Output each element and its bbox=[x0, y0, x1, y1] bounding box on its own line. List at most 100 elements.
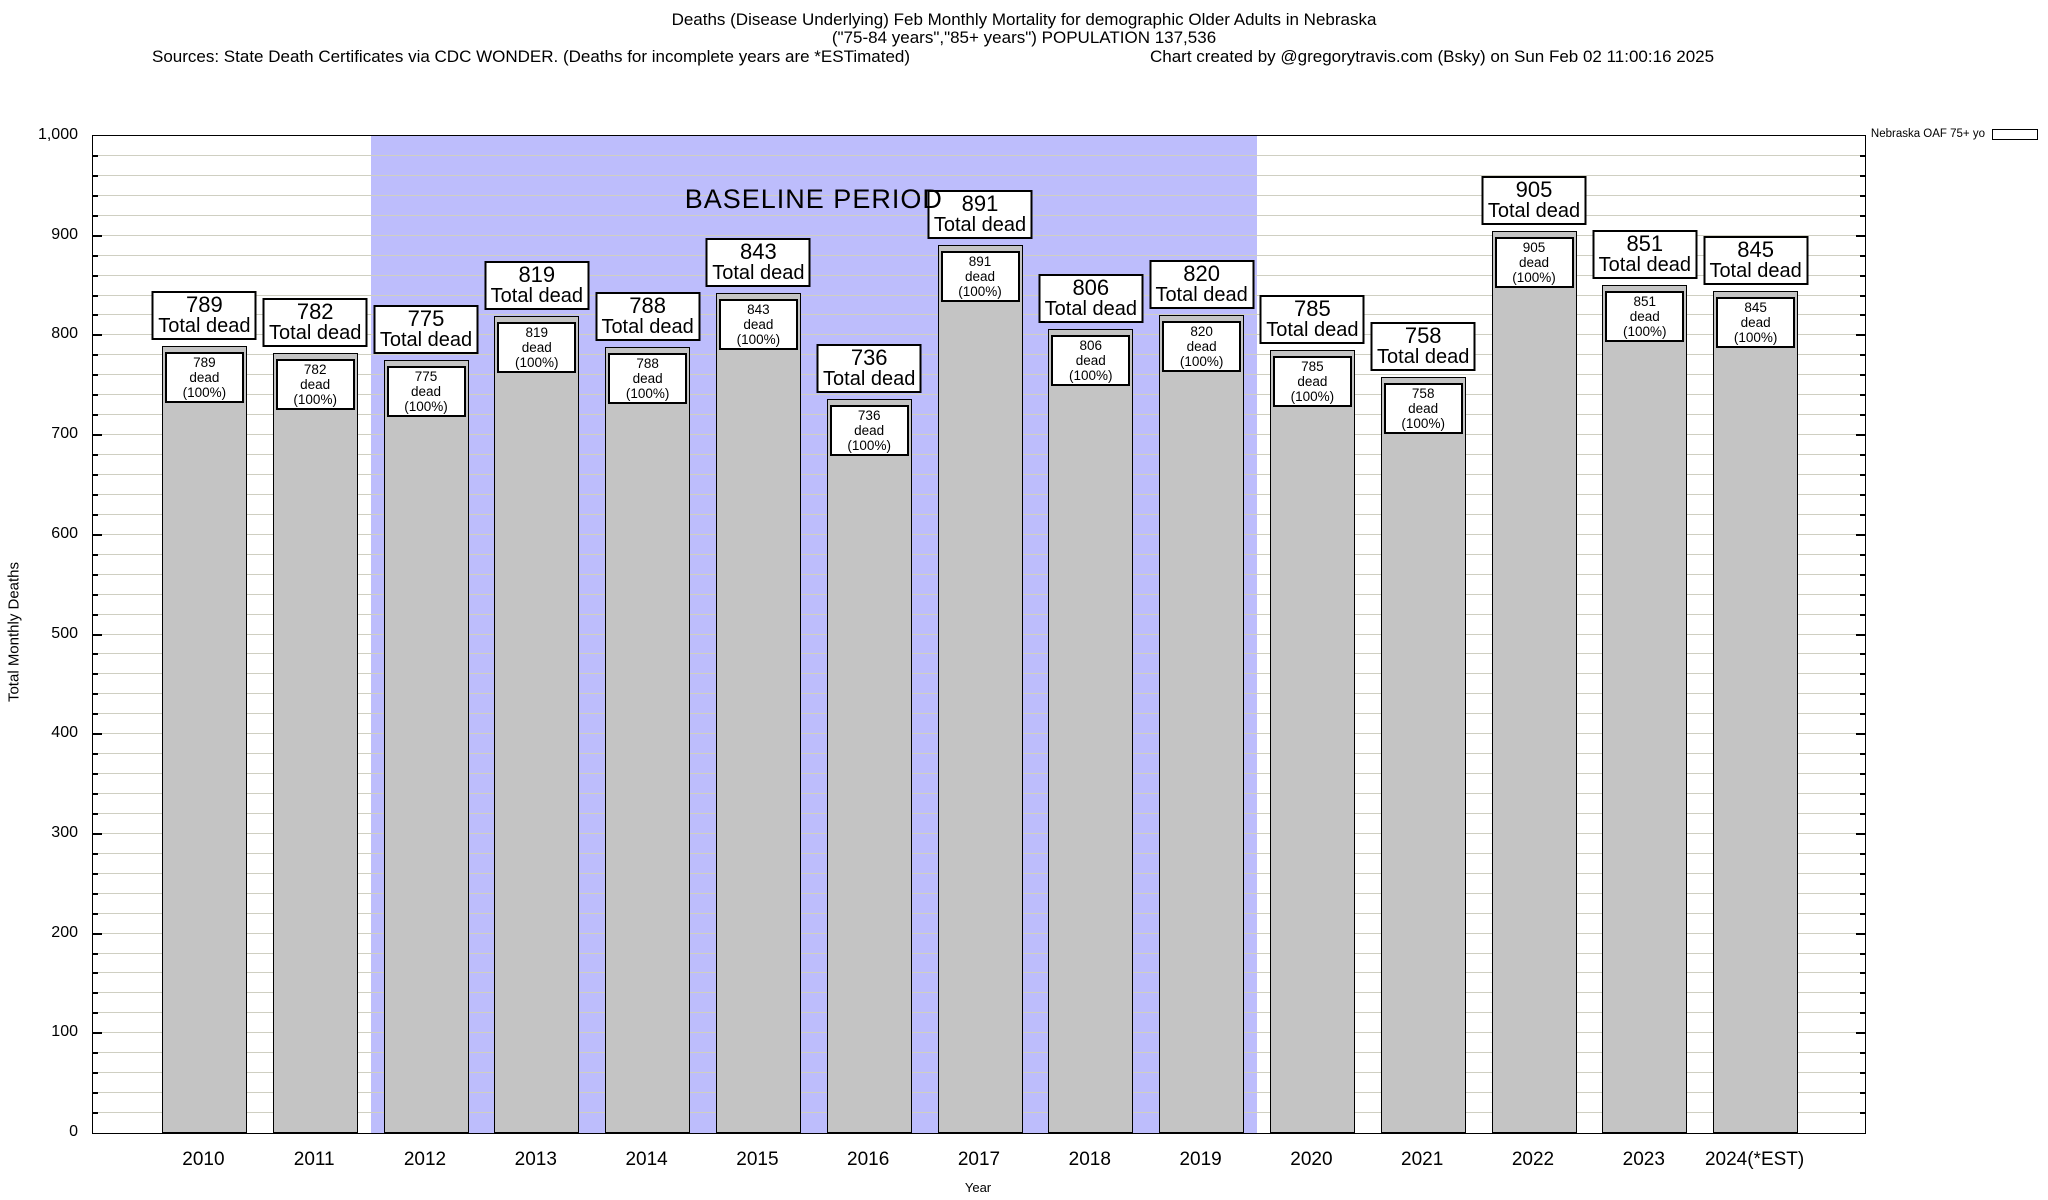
bar-top-label-text-2021: Total dead bbox=[1377, 346, 1470, 369]
y-tick-mark-right-360 bbox=[1860, 773, 1865, 776]
bar-2011: 782 Total dead 782 dead (100%) bbox=[262, 298, 368, 1133]
y-tick-mark-right-640 bbox=[1860, 493, 1865, 496]
sources-note: Sources: State Death Certificates via CD… bbox=[152, 47, 911, 66]
y-tick-mark-right-780 bbox=[1860, 354, 1865, 357]
baseline-period-label: BASELINE PERIOD bbox=[684, 184, 943, 214]
y-tick-mark-left-800 bbox=[93, 334, 102, 337]
y-tick-mark-right-100 bbox=[1856, 1032, 1865, 1035]
bar-inner-label-text-2012: dead (100%) bbox=[404, 384, 448, 415]
y-tick-mark-right-220 bbox=[1860, 912, 1865, 915]
bar-2021: 758 Total dead 758 dead (100%) bbox=[1370, 322, 1476, 1133]
y-tick-label-500: 500 bbox=[51, 624, 78, 642]
y-tick-mark-right-960 bbox=[1860, 174, 1865, 177]
y-tick-label-600: 600 bbox=[51, 524, 78, 542]
y-tick-mark-left-500 bbox=[93, 633, 102, 636]
bar-inner-label-text-2017: dead (100%) bbox=[958, 268, 1002, 299]
bar-top-label-text-2015: Total dead bbox=[712, 261, 805, 284]
y-tick-mark-left-280 bbox=[93, 852, 98, 855]
bar-inner-label-text-2019: dead (100%) bbox=[1179, 339, 1224, 370]
y-tick-mark-left-960 bbox=[93, 174, 98, 177]
y-tick-mark-left-540 bbox=[93, 593, 98, 596]
bar-top-label-value-2010: 789 bbox=[186, 292, 223, 318]
bar-top-label-text-2013: Total dead bbox=[490, 285, 583, 308]
x-tick-label-2021: 2021 bbox=[1401, 1149, 1444, 1170]
y-tick-mark-left-940 bbox=[93, 194, 98, 197]
y-tick-mark-right-740 bbox=[1860, 394, 1865, 397]
bar-top-label-text-2018: Total dead bbox=[1044, 298, 1137, 321]
bar-inner-label-2022: 905 dead (100%) bbox=[1494, 236, 1574, 288]
bar-top-label-2021: 758 Total dead bbox=[1370, 322, 1476, 372]
bar-top-label-2013: 819 Total dead bbox=[484, 261, 590, 311]
bar-top-label-text-2016: Total dead bbox=[823, 368, 916, 391]
x-axis-tick-labels: 2010 2011 2012 2013 2014 2015 2016 2017 2018 2019… bbox=[92, 1149, 1864, 1175]
y-tick-mark-left-560 bbox=[93, 573, 98, 576]
bar-inner-label-text-2020: dead (100%) bbox=[1290, 374, 1335, 405]
y-tick-mark-right-40 bbox=[1860, 1092, 1865, 1095]
y-tick-mark-right-200 bbox=[1856, 932, 1865, 935]
y-tick-mark-left-320 bbox=[93, 812, 98, 815]
y-tick-mark-right-720 bbox=[1860, 414, 1865, 417]
y-tick-mark-left-460 bbox=[93, 673, 98, 676]
y-tick-mark-right-400 bbox=[1856, 733, 1865, 736]
y-tick-mark-left-40 bbox=[93, 1092, 98, 1095]
y-tick-mark-left-920 bbox=[93, 214, 98, 217]
y-tick-mark-right-820 bbox=[1860, 314, 1865, 317]
bar-inner-label-2011: 782 dead (100%) bbox=[275, 359, 355, 411]
y-tick-mark-left-380 bbox=[93, 753, 98, 756]
bar-inner-label-value-2022: 905 bbox=[1522, 239, 1546, 255]
y-tick-mark-right-540 bbox=[1860, 593, 1865, 596]
y-tick-mark-right-140 bbox=[1860, 992, 1865, 995]
y-axis-tick-labels: 0 100 200 300 400 500 600 700 800 900 1,000 bbox=[0, 126, 85, 1140]
bar-top-label-2012: 775 Total dead bbox=[373, 305, 479, 355]
bar-inner-label-value-2024(*EST): 845 bbox=[1744, 299, 1767, 315]
bar-inner-label-2012: 775 dead (100%) bbox=[386, 366, 466, 418]
bar-top-label-value-2021: 758 bbox=[1404, 323, 1442, 349]
y-tick-mark-left-780 bbox=[93, 354, 98, 357]
bar-top-label-value-2024(*EST): 845 bbox=[1737, 236, 1774, 262]
bar-inner-label-value-2011: 782 bbox=[303, 362, 327, 378]
bar-inner-label-2015: 843 dead (100%) bbox=[718, 298, 798, 350]
bar-inner-label-value-2018: 806 bbox=[1079, 338, 1103, 354]
bar-2020: 785 Total dead 785 dead (100%) bbox=[1259, 295, 1365, 1133]
y-tick-label-800: 800 bbox=[51, 325, 78, 343]
bar-top-label-text-2010: Total dead bbox=[158, 315, 251, 338]
y-tick-mark-right-160 bbox=[1860, 972, 1865, 975]
y-tick-mark-right-680 bbox=[1860, 454, 1865, 457]
bar-top-label-value-2012: 775 bbox=[407, 306, 445, 332]
y-tick-mark-left-20 bbox=[93, 1112, 98, 1115]
y-tick-mark-left-840 bbox=[93, 294, 98, 297]
bar-2023: 851 Total dead 851 dead (100%) bbox=[1592, 229, 1698, 1133]
bar-top-label-text-2019: Total dead bbox=[1155, 284, 1248, 307]
x-tick-label-2010: 2010 bbox=[182, 1149, 225, 1170]
bar-2010: 789 Total dead 789 dead (100%) bbox=[151, 291, 257, 1133]
y-tick-mark-right-240 bbox=[1860, 892, 1865, 895]
x-tick-label-2012: 2012 bbox=[403, 1149, 447, 1170]
y-tick-mark-left-120 bbox=[93, 1012, 98, 1015]
y-tick-mark-left-360 bbox=[93, 773, 98, 776]
y-tick-mark-left-520 bbox=[93, 613, 98, 616]
x-axis-title: Year bbox=[964, 1180, 992, 1195]
bar-top-label-text-2023: Total dead bbox=[1598, 253, 1691, 276]
y-tick-mark-left-900 bbox=[93, 234, 102, 237]
y-tick-mark-left-720 bbox=[93, 414, 98, 417]
bar-top-label-value-2018: 806 bbox=[1072, 275, 1110, 301]
y-tick-mark-right-800 bbox=[1856, 334, 1865, 337]
bar-inner-label-text-2022: dead (100%) bbox=[1512, 254, 1556, 285]
bar-inner-label-2010: 789 dead (100%) bbox=[164, 352, 244, 404]
y-tick-label-300: 300 bbox=[51, 823, 78, 841]
bar-2016: 736 Total dead 736 dead (100%) bbox=[816, 344, 922, 1133]
y-tick-mark-right-560 bbox=[1860, 573, 1865, 576]
y-tick-mark-left-480 bbox=[93, 653, 98, 656]
y-tick-mark-right-440 bbox=[1860, 693, 1865, 696]
bar-top-label-2011: 782 Total dead bbox=[262, 298, 368, 348]
y-tick-mark-left-100 bbox=[93, 1032, 102, 1035]
bar-inner-label-value-2015: 843 bbox=[747, 301, 770, 317]
plot-area: BASELINE PERIOD 789 Total dead 789 dead (100… bbox=[92, 135, 1866, 1134]
y-tick-mark-right-580 bbox=[1860, 553, 1865, 556]
bar-inner-label-value-2020: 785 bbox=[1301, 359, 1324, 375]
y-tick-mark-right-600 bbox=[1856, 533, 1865, 536]
bar-top-label-value-2011: 782 bbox=[296, 299, 334, 325]
y-tick-mark-right-340 bbox=[1860, 793, 1865, 796]
bar-top-label-2015: 843 Total dead bbox=[705, 237, 811, 287]
y-tick-mark-left-880 bbox=[93, 254, 98, 257]
